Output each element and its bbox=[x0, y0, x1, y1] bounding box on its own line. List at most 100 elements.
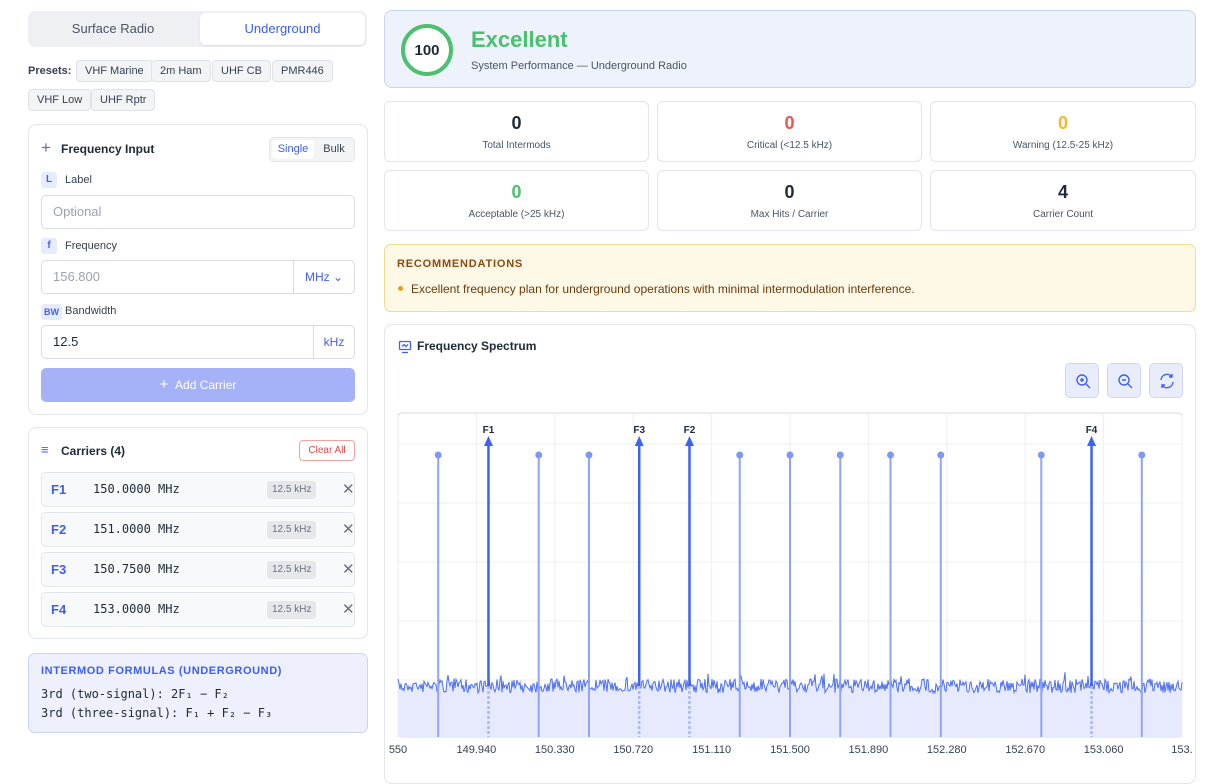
x-tick-label: 550 bbox=[389, 744, 407, 756]
zoom-out-button[interactable] bbox=[1107, 363, 1141, 398]
x-tick-label: 149.940 bbox=[457, 744, 497, 756]
carrier-freq: 151.0000 MHz bbox=[93, 522, 180, 536]
product-dot bbox=[1037, 451, 1045, 459]
card-title: Carriers (4) bbox=[61, 444, 126, 458]
field-badge: f bbox=[41, 238, 57, 254]
ring bbox=[401, 24, 453, 76]
carrier-freq: 150.0000 MHz bbox=[93, 482, 180, 496]
mode-tabs: Surface Radio Underground bbox=[28, 11, 367, 47]
preset-chip[interactable]: VHF Marine bbox=[76, 60, 153, 82]
stat-label: Warning (12.5-25 kHz) bbox=[1012, 140, 1114, 151]
carrier-arrow bbox=[483, 436, 493, 446]
stat-card: 0 Acceptable (>25 kHz) bbox=[384, 170, 649, 231]
stat-value: 0 bbox=[784, 113, 795, 133]
preset-chip[interactable]: VHF Low bbox=[28, 89, 92, 111]
carrier-id: F2 bbox=[51, 522, 67, 537]
formulas-box: INTERMOD FORMULAS (UNDERGROUND) 3rd (two… bbox=[28, 653, 368, 733]
spectrum-title: Frequency Spectrum bbox=[417, 339, 537, 353]
x-tick-label: 152.280 bbox=[927, 744, 967, 756]
input-value: 12.5 bbox=[53, 334, 79, 349]
carrier-label: F2 bbox=[684, 425, 696, 436]
preset-chip[interactable]: PMR446 bbox=[272, 60, 333, 82]
tab-active[interactable]: Underground bbox=[200, 13, 365, 45]
carrier-arrow bbox=[1087, 436, 1097, 446]
reset-button[interactable] bbox=[1149, 363, 1183, 398]
stat-label: Carrier Count bbox=[1032, 209, 1094, 220]
carrier-bw: 12.5 kHz bbox=[267, 601, 317, 619]
list-icon: ≡ bbox=[41, 442, 49, 457]
presets-label: Presets: bbox=[28, 65, 72, 77]
mode-toggle: Single Bulk bbox=[269, 137, 355, 162]
formula: 3rd (three-signal): F₁ + F₂ − F₃ bbox=[41, 706, 273, 720]
add-carrier-button[interactable]: + Add Carrier bbox=[41, 368, 355, 402]
unit-select[interactable]: MHz ⌄ bbox=[293, 261, 354, 293]
toggle-option[interactable]: Bulk bbox=[323, 143, 345, 155]
carrier-bw: 12.5 kHz bbox=[267, 481, 317, 499]
carrier-id: F4 bbox=[51, 602, 67, 617]
product-dot bbox=[937, 451, 945, 459]
carrier-id: F3 bbox=[51, 562, 67, 577]
carrier-row: F4 153.0000 MHz 12.5 kHz ✕ bbox=[41, 592, 355, 627]
x-tick-label: 152.670 bbox=[1005, 744, 1045, 756]
carrier-row: F3 150.7500 MHz 12.5 kHz ✕ bbox=[41, 552, 355, 587]
zoom-in-button[interactable] bbox=[1065, 363, 1099, 398]
score-rating: Excellent bbox=[471, 27, 568, 52]
remove-button[interactable]: ✕ bbox=[342, 521, 355, 538]
field-badge: BW bbox=[41, 304, 62, 320]
product-dot bbox=[535, 451, 543, 459]
label-input[interactable]: Optional bbox=[41, 195, 355, 229]
bandwidth-input[interactable]: 12.5 kHz bbox=[41, 325, 355, 359]
product-dot bbox=[887, 451, 895, 459]
preset-chip[interactable]: UHF CB bbox=[212, 60, 271, 82]
placeholder: Optional bbox=[53, 204, 102, 219]
unit: MHz bbox=[304, 270, 330, 284]
product-dot bbox=[836, 451, 844, 459]
frequency-input[interactable]: 156.800 MHz ⌄ bbox=[41, 260, 355, 294]
x-tick-label: 151.110 bbox=[692, 744, 731, 756]
stat-label: Max Hits / Carrier bbox=[750, 209, 829, 220]
unit: kHz bbox=[313, 326, 354, 358]
recommendations: RECOMMENDATIONS Excellent frequency plan… bbox=[384, 244, 1196, 312]
chart-icon bbox=[398, 340, 412, 354]
remove-button[interactable]: ✕ bbox=[342, 561, 355, 578]
remove-button[interactable]: ✕ bbox=[342, 481, 355, 498]
toggle-option[interactable]: Single bbox=[272, 140, 314, 159]
carrier-label: F4 bbox=[1086, 425, 1098, 436]
product-dot bbox=[434, 451, 442, 459]
score-ring: 100 bbox=[401, 24, 453, 76]
field-label: Label bbox=[65, 174, 92, 186]
recommendation: Excellent frequency plan for underground… bbox=[411, 282, 915, 296]
placeholder: 156.800 bbox=[53, 269, 100, 284]
preset-chip[interactable]: UHF Rptr bbox=[91, 89, 156, 111]
carrier-row: F2 151.0000 MHz 12.5 kHz ✕ bbox=[41, 512, 355, 547]
stat-label: Total Intermods bbox=[482, 140, 551, 151]
stat-card: 0 Warning (12.5-25 kHz) bbox=[930, 101, 1196, 162]
stat-value: 0 bbox=[784, 182, 795, 202]
bullet bbox=[398, 286, 403, 291]
remove-button[interactable]: ✕ bbox=[342, 601, 355, 618]
score-value: 100 bbox=[414, 42, 439, 59]
field-label: Frequency bbox=[65, 240, 117, 252]
carrier-id: F1 bbox=[51, 482, 67, 497]
score-subtitle: System Performance — Underground Radio bbox=[471, 60, 687, 72]
carrier-label: F1 bbox=[483, 425, 495, 436]
clear-all-button[interactable]: Clear All bbox=[299, 440, 355, 461]
carrier-freq: 153.0000 MHz bbox=[93, 602, 180, 616]
stat-value: 0 bbox=[511, 182, 522, 202]
card-title: Frequency Input bbox=[61, 142, 155, 156]
x-tick-label: 151.500 bbox=[770, 744, 810, 756]
preset-chip[interactable]: 2m Ham bbox=[151, 60, 211, 82]
tab[interactable]: Surface Radio bbox=[71, 21, 155, 36]
stat-card: 4 Carrier Count bbox=[930, 170, 1196, 231]
carrier-bw: 12.5 kHz bbox=[267, 521, 317, 539]
product-dot bbox=[1138, 451, 1146, 459]
carrier-row: F1 150.0000 MHz 12.5 kHz ✕ bbox=[41, 472, 355, 507]
stat-value: 0 bbox=[511, 113, 522, 133]
field-badge: L bbox=[41, 172, 57, 188]
x-tick-label: 153.060 bbox=[1084, 744, 1124, 756]
recommendations-title: RECOMMENDATIONS bbox=[397, 258, 524, 270]
carrier-arrow bbox=[634, 436, 644, 446]
stat-label: Acceptable (>25 kHz) bbox=[468, 209, 565, 220]
